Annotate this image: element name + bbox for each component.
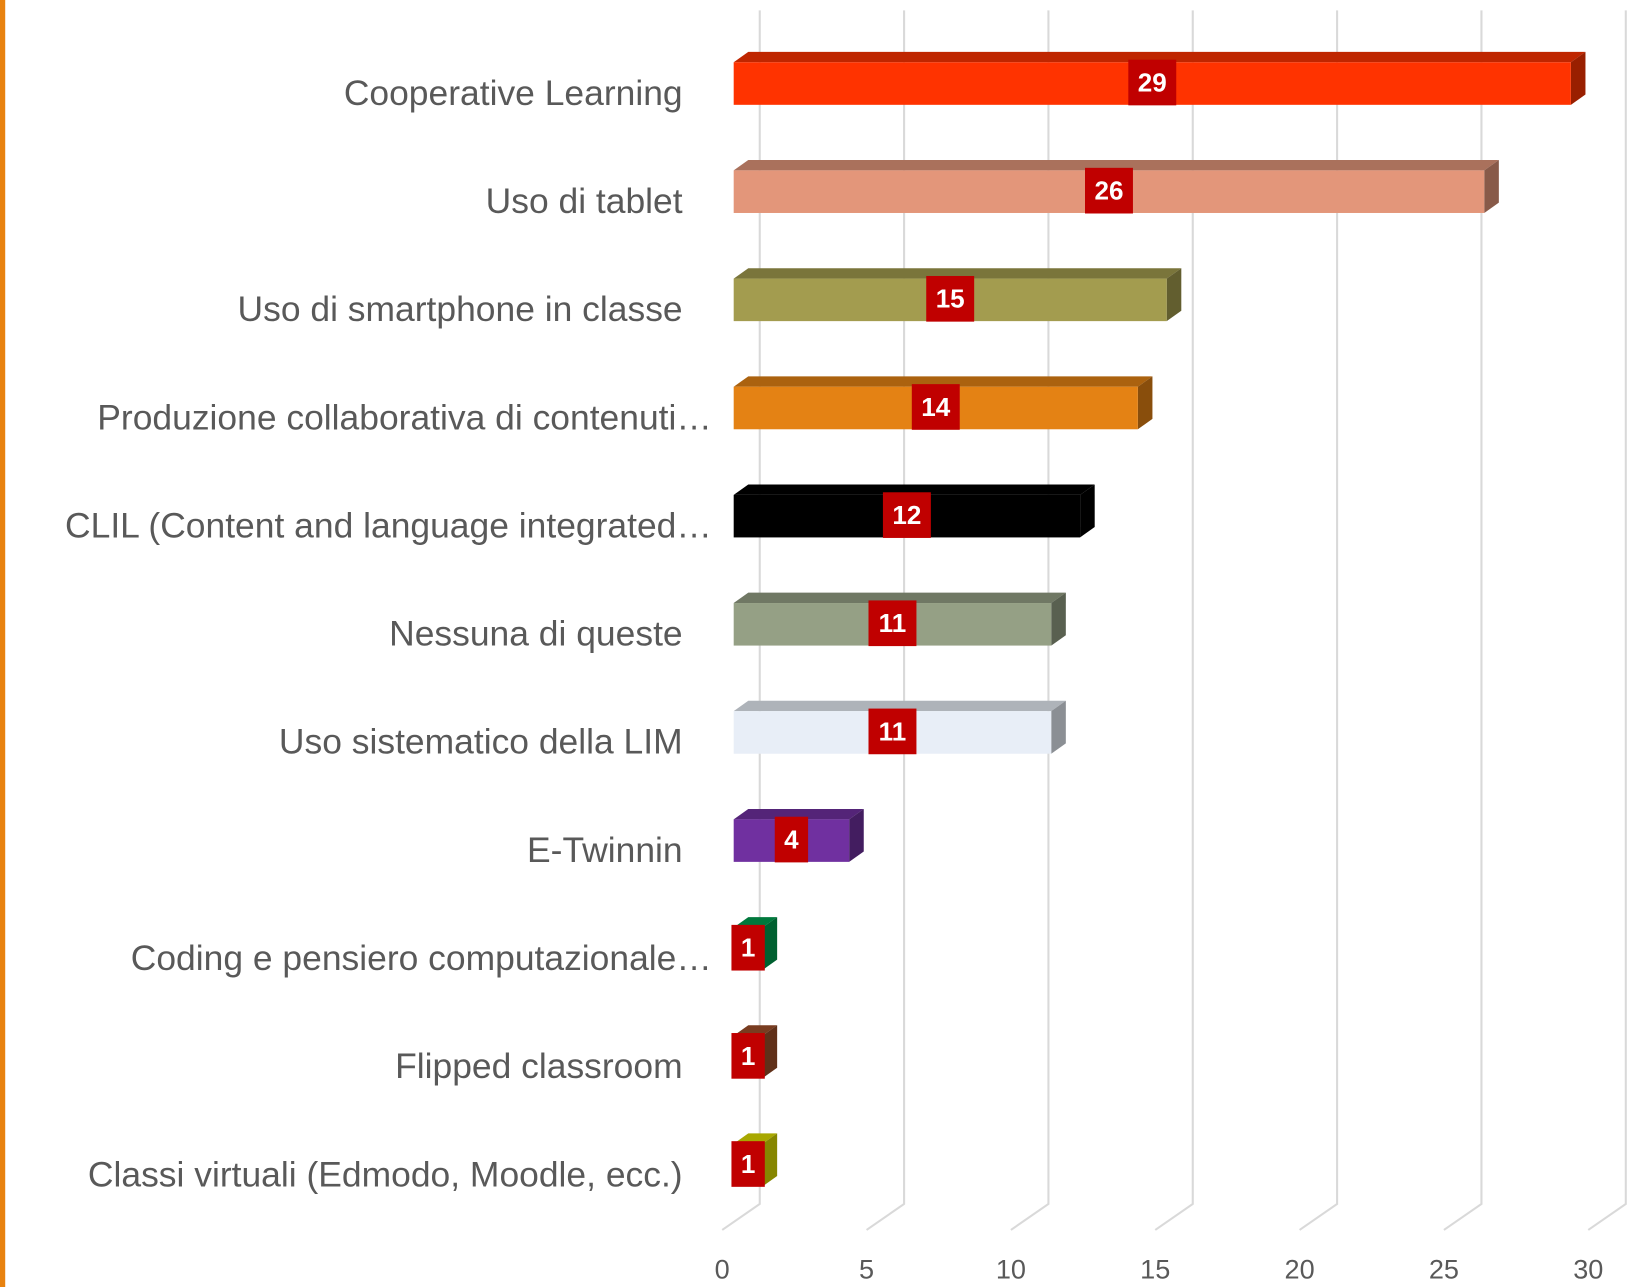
bar-top — [733, 160, 1499, 171]
data-label: 4 — [784, 825, 799, 855]
bar-side — [762, 917, 778, 971]
data-label: 26 — [1094, 176, 1123, 206]
bar-side — [762, 1133, 778, 1187]
data-label-box — [868, 600, 917, 647]
grid-line — [1154, 10, 1194, 1231]
category-label: Nessuna di queste — [389, 615, 682, 654]
data-label: 1 — [741, 1149, 755, 1179]
category-label: Produzione collaborativa di contenuti… — [97, 398, 712, 437]
bar-top — [733, 376, 1153, 387]
bar-side — [1484, 160, 1499, 213]
data-label: 15 — [936, 284, 965, 314]
data-label: 1 — [741, 1041, 755, 1071]
x-tick-label: 15 — [1140, 1255, 1170, 1285]
bar-top — [733, 592, 1066, 604]
x-tick-label: 5 — [859, 1255, 874, 1285]
bar-side — [849, 808, 864, 862]
bar-top — [733, 917, 778, 928]
data-label-box — [911, 384, 960, 430]
data-label-box — [926, 275, 975, 322]
data-label-box — [868, 708, 917, 755]
bar-side — [1137, 376, 1153, 430]
data-label-box — [774, 816, 809, 863]
category-label: Coding e pensiero computazionale… — [131, 939, 712, 978]
category-label: E-Twinnin — [527, 831, 683, 870]
bar-side — [1570, 51, 1586, 105]
bar-top — [733, 484, 1095, 495]
category-label: Uso di smartphone in classe — [238, 290, 683, 329]
data-label-box — [882, 492, 931, 538]
data-label: 11 — [879, 716, 907, 746]
bar-side — [762, 1025, 778, 1079]
data-label: 11 — [879, 608, 907, 638]
data-label-box — [731, 1033, 765, 1079]
bar-top — [733, 700, 1066, 712]
x-tick-label: 0 — [715, 1255, 730, 1285]
side-border — [0, 0, 6, 1287]
x-tick-label: 30 — [1573, 1255, 1603, 1285]
x-tick-label: 10 — [996, 1255, 1026, 1285]
grid-line — [1298, 10, 1339, 1231]
data-label-box — [731, 1141, 765, 1187]
bar-top — [733, 51, 1586, 63]
category-label: Uso di tablet — [486, 182, 683, 221]
bar-side — [1051, 700, 1066, 754]
bar-top — [733, 808, 864, 820]
bar-top — [733, 268, 1182, 279]
grid-line — [1443, 10, 1483, 1231]
data-label-box — [731, 924, 765, 971]
category-label: Uso sistematico della LIM — [279, 723, 683, 762]
category-label: Classi virtuali (Edmodo, Moodle, ecc.) — [88, 1155, 683, 1194]
bar-side — [1051, 592, 1066, 646]
x-tick-label: 20 — [1285, 1255, 1315, 1285]
bar-side — [1080, 484, 1095, 538]
data-label: 12 — [892, 500, 921, 530]
category-label: Cooperative Learning — [344, 74, 683, 113]
data-label: 14 — [921, 392, 951, 422]
data-label-box — [1128, 59, 1177, 106]
data-label-box — [1085, 167, 1133, 214]
data-label: 29 — [1138, 67, 1167, 97]
category-label: CLIL (Content and language integrated… — [65, 506, 712, 545]
grid-line — [1587, 10, 1627, 1231]
data-label: 1 — [741, 933, 755, 963]
bar-side — [1166, 268, 1182, 322]
x-tick-label: 25 — [1429, 1255, 1459, 1285]
category-label: Flipped classroom — [395, 1047, 683, 1086]
